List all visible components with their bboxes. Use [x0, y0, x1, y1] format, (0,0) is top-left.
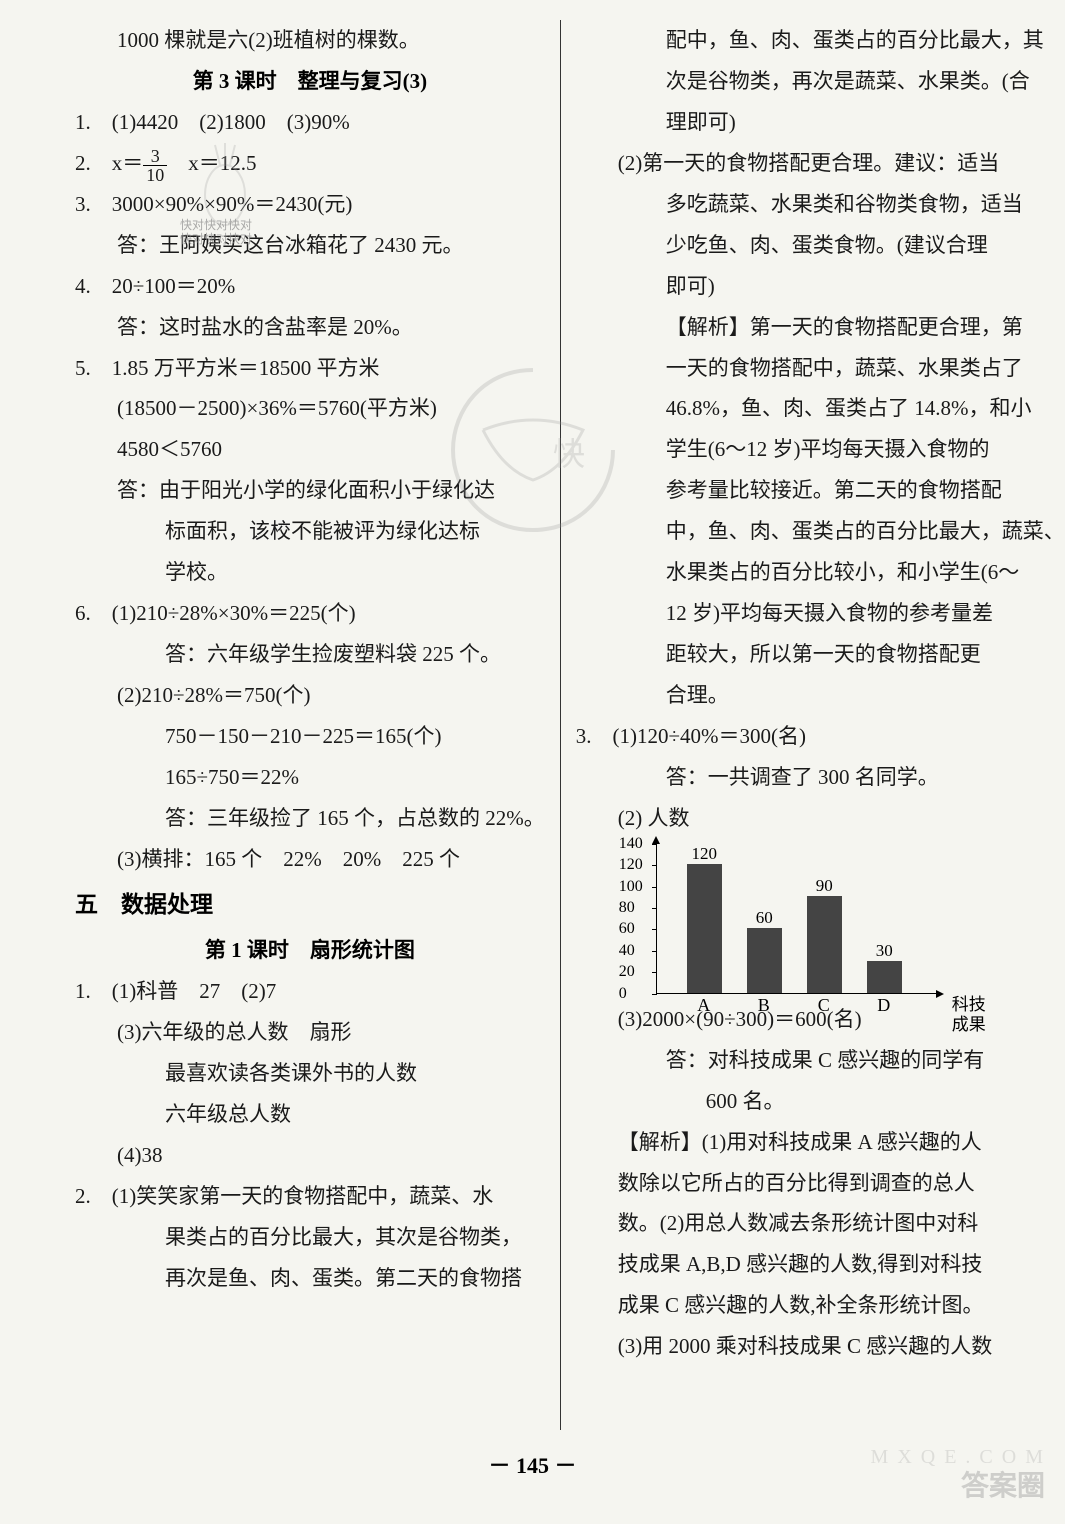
- x-tick-label: D: [877, 993, 890, 1016]
- text-line: 1. (1)4420 (2)1800 (3)90%: [75, 102, 545, 143]
- text-line: 4580＜5760: [75, 429, 545, 470]
- q2-suffix: x＝12.5: [167, 151, 256, 175]
- bar-value-label: 30: [876, 941, 893, 961]
- left-column: 1000 棵就是六(2)班植树的棵数。 第 3 课时 整理与复习(3) 1. (…: [60, 20, 561, 1430]
- y-tick-label: 120: [619, 856, 643, 874]
- text-line: 答：对科技成果 C 感兴趣的同学有: [576, 1040, 1065, 1081]
- x-tick-label: C: [818, 993, 830, 1016]
- text-line: 750－150－210－225＝165(个): [75, 716, 545, 757]
- text-line: 12 岁)平均每天摄入食物的参考量差: [576, 593, 1065, 634]
- text-line: 次是谷物类，再次是蔬菜、水果类。(合: [576, 61, 1065, 102]
- y-tick-label: 80: [619, 899, 635, 917]
- y-tick-label: 0: [619, 985, 627, 1003]
- text-line: (2)210÷28%＝750(个): [75, 675, 545, 716]
- radish-watermark-text: 快对快对快对 快对快对快对: [180, 218, 252, 247]
- text-line: 合理。: [576, 675, 1065, 716]
- text-line: 1000 棵就是六(2)班植树的棵数。: [75, 20, 545, 61]
- text-line: 答：六年级学生捡废塑料袋 225 个。: [75, 634, 545, 675]
- text-line: 标面积，该校不能被评为绿化达标: [75, 511, 545, 552]
- bar: 60: [747, 928, 782, 992]
- bar: 120: [687, 864, 722, 993]
- bar-chart: 020406080100120140120A60B90C30D科技成果: [656, 844, 1065, 994]
- watermark-brand: 答案圈: [961, 1464, 1045, 1504]
- text-line: 成果 C 感兴趣的人数,补全条形统计图。: [576, 1285, 1065, 1326]
- text-line: 多吃蔬菜、水果类和谷物类食物，适当: [576, 184, 1065, 225]
- bar-value-label: 60: [756, 908, 773, 928]
- text-line: 配中，鱼、肉、蛋类占的百分比最大，其: [576, 20, 1065, 61]
- bar: 90: [807, 896, 842, 992]
- q2-prefix: 2. x＝: [75, 151, 143, 175]
- text-line: 参考量比较接近。第二天的食物搭配: [576, 470, 1065, 511]
- text-line: 学校。: [75, 552, 545, 593]
- text-line: 再次是鱼、肉、蛋类。第二天的食物搭: [75, 1258, 545, 1299]
- text-line: 距较大，所以第一天的食物搭配更: [576, 634, 1065, 675]
- text-line: 六年级总人数: [75, 1094, 545, 1135]
- text-line: 3. (1)120÷40%＝300(名): [576, 716, 1065, 757]
- text-line: 技成果 A,B,D 感兴趣的人数,得到对科技: [576, 1244, 1065, 1285]
- x-axis-title: 科技成果: [952, 993, 986, 1036]
- text-line: 水果类占的百分比较小，和小学生(6～: [576, 552, 1065, 593]
- page-container: 1000 棵就是六(2)班植树的棵数。 第 3 课时 整理与复习(3) 1. (…: [0, 0, 1065, 1440]
- text-line: 理即可): [576, 102, 1065, 143]
- text-line: 6. (1)210÷28%×30%＝225(个): [75, 593, 545, 634]
- text-line: 少吃鱼、肉、蛋类食物。(建议合理: [576, 225, 1065, 266]
- bar: 30: [867, 961, 902, 993]
- lesson-title: 第 1 课时 扇形统计图: [75, 930, 545, 971]
- text-line: (18500－2500)×36%＝5760(平方米): [75, 388, 545, 429]
- text-line: 最喜欢读各类课外书的人数: [75, 1053, 545, 1094]
- text-line: 3. 3000×90%×90%＝2430(元): [75, 184, 545, 225]
- text-line: 2. x＝310 x＝12.5: [75, 143, 545, 184]
- y-tick-label: 140: [619, 835, 643, 853]
- text-line: 即可): [576, 266, 1065, 307]
- fraction: 310: [143, 147, 167, 184]
- y-tick-label: 40: [619, 942, 635, 960]
- text-line: 答：由于阳光小学的绿化面积小于绿化达: [75, 470, 545, 511]
- text-line: 答：三年级捡了 165 个，占总数的 22%。: [75, 798, 545, 839]
- text-line: 答：这时盐水的含盐率是 20%。: [75, 307, 545, 348]
- text-line: 600 名。: [576, 1081, 1065, 1122]
- text-line: (3)六年级的总人数 扇形: [75, 1012, 545, 1053]
- y-tick-label: 60: [619, 920, 635, 938]
- arrow-right-icon: [936, 990, 944, 998]
- bar-value-label: 90: [816, 876, 833, 896]
- lesson-title: 第 3 课时 整理与复习(3): [75, 61, 545, 102]
- chart-area: 020406080100120140120A60B90C30D科技成果: [656, 844, 936, 994]
- y-tick-label: 20: [619, 963, 635, 981]
- text-line: 【解析】第一天的食物搭配更合理，第: [576, 307, 1065, 348]
- text-line: (3)横排：165 个 22% 20% 225 个: [75, 839, 545, 880]
- text-line: 5. 1.85 万平方米＝18500 平方米: [75, 348, 545, 389]
- text-line: 果类占的百分比最大，其次是谷物类，: [75, 1217, 545, 1258]
- text-line: 数。(2)用总人数减去条形统计图中对科: [576, 1203, 1065, 1244]
- text-line: (3)用 2000 乘对科技成果 C 感兴趣的人数: [576, 1326, 1065, 1367]
- text-line: 学生(6～12 岁)平均每天摄入食物的: [576, 429, 1065, 470]
- right-column: 配中，鱼、肉、蛋类占的百分比最大，其 次是谷物类，再次是蔬菜、水果类。(合 理即…: [561, 20, 1065, 1430]
- text-line: 1. (1)科普 27 (2)7: [75, 971, 545, 1012]
- text-line: 46.8%，鱼、肉、蛋类占了 14.8%，和小: [576, 388, 1065, 429]
- x-tick-label: A: [697, 993, 710, 1016]
- text-line: 中，鱼、肉、蛋类占的百分比最大，蔬菜、: [576, 511, 1065, 552]
- text-line: 答：一共调查了 300 名同学。: [576, 757, 1065, 798]
- text-line: 2. (1)笑笑家第一天的食物搭配中，蔬菜、水: [75, 1176, 545, 1217]
- text-line: (4)38: [75, 1135, 545, 1176]
- x-tick-label: B: [758, 993, 770, 1016]
- text-line: 一天的食物搭配中，蔬菜、水果类占了: [576, 348, 1065, 389]
- section-title: 五 数据处理: [75, 880, 545, 931]
- text-line: (2) 人数: [576, 798, 1065, 839]
- arrow-up-icon: [652, 836, 660, 844]
- text-line: 165÷750＝22%: [75, 757, 545, 798]
- text-line: 4. 20÷100＝20%: [75, 266, 545, 307]
- text-line: 数除以它所占的百分比得到调查的总人: [576, 1163, 1065, 1204]
- text-line: 【解析】(1)用对科技成果 A 感兴趣的人: [576, 1122, 1065, 1163]
- text-line: (2)第一天的食物搭配更合理。建议：适当: [576, 143, 1065, 184]
- text-line: 答：王阿姨买这台冰箱花了 2430 元。: [75, 225, 545, 266]
- bar-value-label: 120: [692, 844, 718, 864]
- y-tick-label: 100: [619, 878, 643, 896]
